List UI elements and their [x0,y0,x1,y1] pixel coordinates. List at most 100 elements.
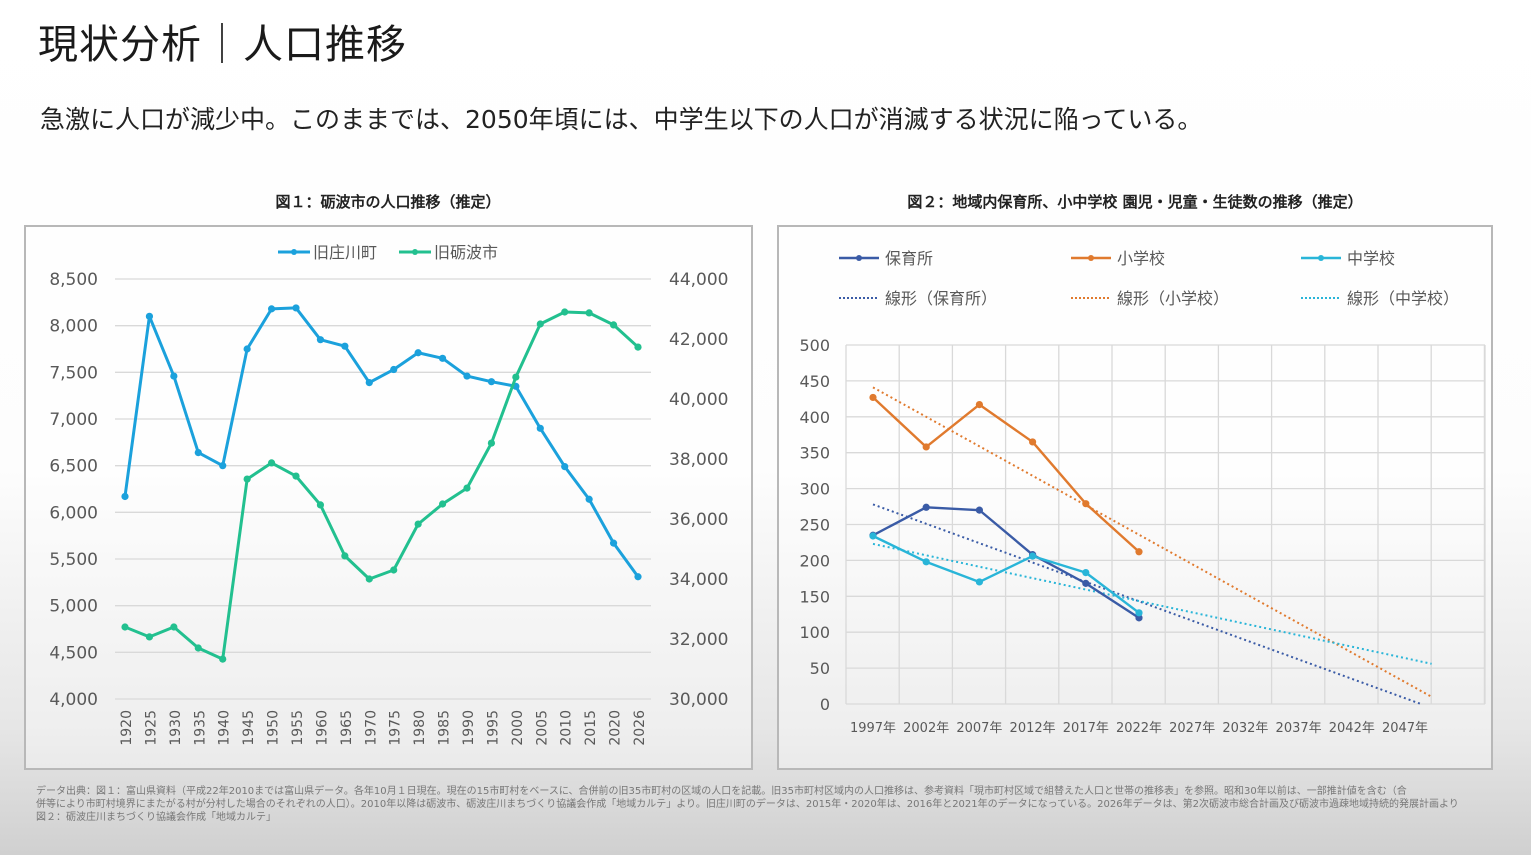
trendline-junior-high [872,542,1432,665]
x-tick-label: 1925 [143,710,159,746]
legend-label: 小学校 [1117,249,1165,268]
series-line-nursery [872,506,1140,619]
x-tick-label: 1965 [339,710,355,746]
legend-label: 線形（中学校） [1347,289,1459,308]
x-tick-label: 1945 [241,710,257,746]
data-point [512,373,520,381]
y-tick-label: 200 [799,551,830,570]
legend-label: 中学校 [1347,249,1395,268]
y-tick-label: 250 [799,516,830,535]
data-point [243,345,251,353]
legend-marker [412,249,418,255]
x-tick-label: 2027年 [1169,721,1215,736]
x-tick-label: 2037年 [1276,721,1322,736]
data-point [170,372,178,380]
legend-marker [856,255,862,261]
y-tick-label: 0 [820,695,830,714]
x-tick-label: 1960 [314,710,330,746]
data-point [869,532,877,540]
x-tick-label: 2017年 [1063,721,1109,736]
y-left-tick-label: 7,500 [49,363,98,383]
data-point [634,573,642,581]
x-tick-label: 1940 [217,710,233,746]
data-point [922,443,930,451]
source-note-line: 図２：砺波庄川まちづくり協議会作成「地域カルテ」 [36,812,276,823]
legend-label: 線形（保育所） [885,289,997,308]
data-point [414,520,422,528]
data-point [219,655,227,663]
chart1-title: 図１：砺波市の人口推移（推定） [275,193,501,211]
data-point [585,495,593,503]
data-point [975,578,983,586]
data-point [1082,569,1090,577]
x-tick-label: 2005 [534,710,550,746]
x-tick-label: 1995 [485,710,501,746]
data-point [1135,614,1143,622]
y-right-tick-label: 36,000 [669,510,728,530]
data-point [194,449,202,457]
series-line-shogawa [123,306,640,578]
x-tick-label: 2002年 [903,721,949,736]
x-tick-label: 2020 [608,710,624,746]
legend-marker [291,249,297,255]
y-right-tick-label: 30,000 [669,690,728,710]
x-tick-label: 1985 [437,710,453,746]
legend-label: 旧砺波市 [434,243,498,262]
data-point [634,343,642,351]
data-point [975,506,983,514]
data-point [414,349,422,357]
y-right-tick-label: 38,000 [669,450,728,470]
x-tick-label: 2000 [510,710,526,746]
data-point [922,558,930,566]
data-point [243,475,251,483]
data-point [1135,609,1143,617]
x-tick-label: 2042年 [1329,721,1375,736]
data-point [869,393,877,402]
y-left-tick-label: 6,500 [49,457,98,477]
x-tick-label: 2022年 [1116,721,1162,736]
y-left-tick-label: 4,500 [49,643,98,663]
x-tick-label: 1935 [192,710,208,746]
y-tick-label: 400 [799,408,830,427]
x-tick-label: 1980 [412,710,428,746]
legend-label: 旧庄川町 [313,243,377,262]
legend-label: 保育所 [885,249,933,268]
data-point [1082,579,1090,587]
y-left-tick-label: 7,000 [49,410,98,430]
data-point [609,539,618,547]
source-note-line: データ出典：図１：富山県資料（平成22年2010までは富山県データ。各年10月１… [36,786,1407,797]
y-left-tick-label: 4,000 [49,690,98,710]
data-point [267,305,276,313]
data-point [365,575,373,583]
chart1-svg: 4,000 4,500 5,000 5,500 6,000 6,500 7,000 7,500… [49,243,728,746]
y-tick-label: 150 [799,587,830,606]
series-line-junior-high [872,534,1140,614]
data-point [316,501,325,509]
legend-label: 線形（小学校） [1117,289,1229,308]
page-subtitle: 急激に人口が減少中。このままでは、2050年頃には、中学生以下の人口が消滅する状… [40,105,1203,134]
data-point [463,372,471,380]
x-tick-label: 1920 [119,710,135,746]
y-tick-label: 300 [799,480,830,499]
data-point [1029,552,1037,560]
y-left-tick-label: 6,000 [49,503,98,523]
x-tick-label: 1955 [290,710,306,746]
data-point [1029,438,1037,446]
data-point [609,321,618,329]
data-point [145,312,154,320]
y-tick-label: 350 [799,444,830,463]
y-left-tick-label: 5,500 [49,550,98,570]
data-point [438,500,447,508]
data-point [170,623,178,631]
data-point [219,462,227,470]
data-point [365,379,373,387]
data-point [390,365,398,374]
trendline-elementary [872,386,1433,698]
series-line-tonami [124,310,640,661]
trendline-nursery [872,503,1422,705]
x-tick-label: 2010 [559,710,575,746]
data-point [292,304,300,312]
x-tick-label: 2015 [583,710,599,746]
data-point [267,459,276,467]
chart2-svg: 0 50 100 150 200 250 300 350 400 450 500 1997年 2002年… [799,249,1486,736]
